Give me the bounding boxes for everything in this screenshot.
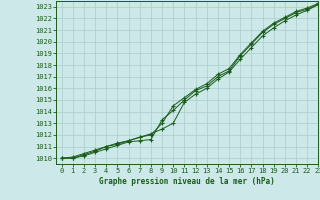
X-axis label: Graphe pression niveau de la mer (hPa): Graphe pression niveau de la mer (hPa)	[99, 177, 275, 186]
